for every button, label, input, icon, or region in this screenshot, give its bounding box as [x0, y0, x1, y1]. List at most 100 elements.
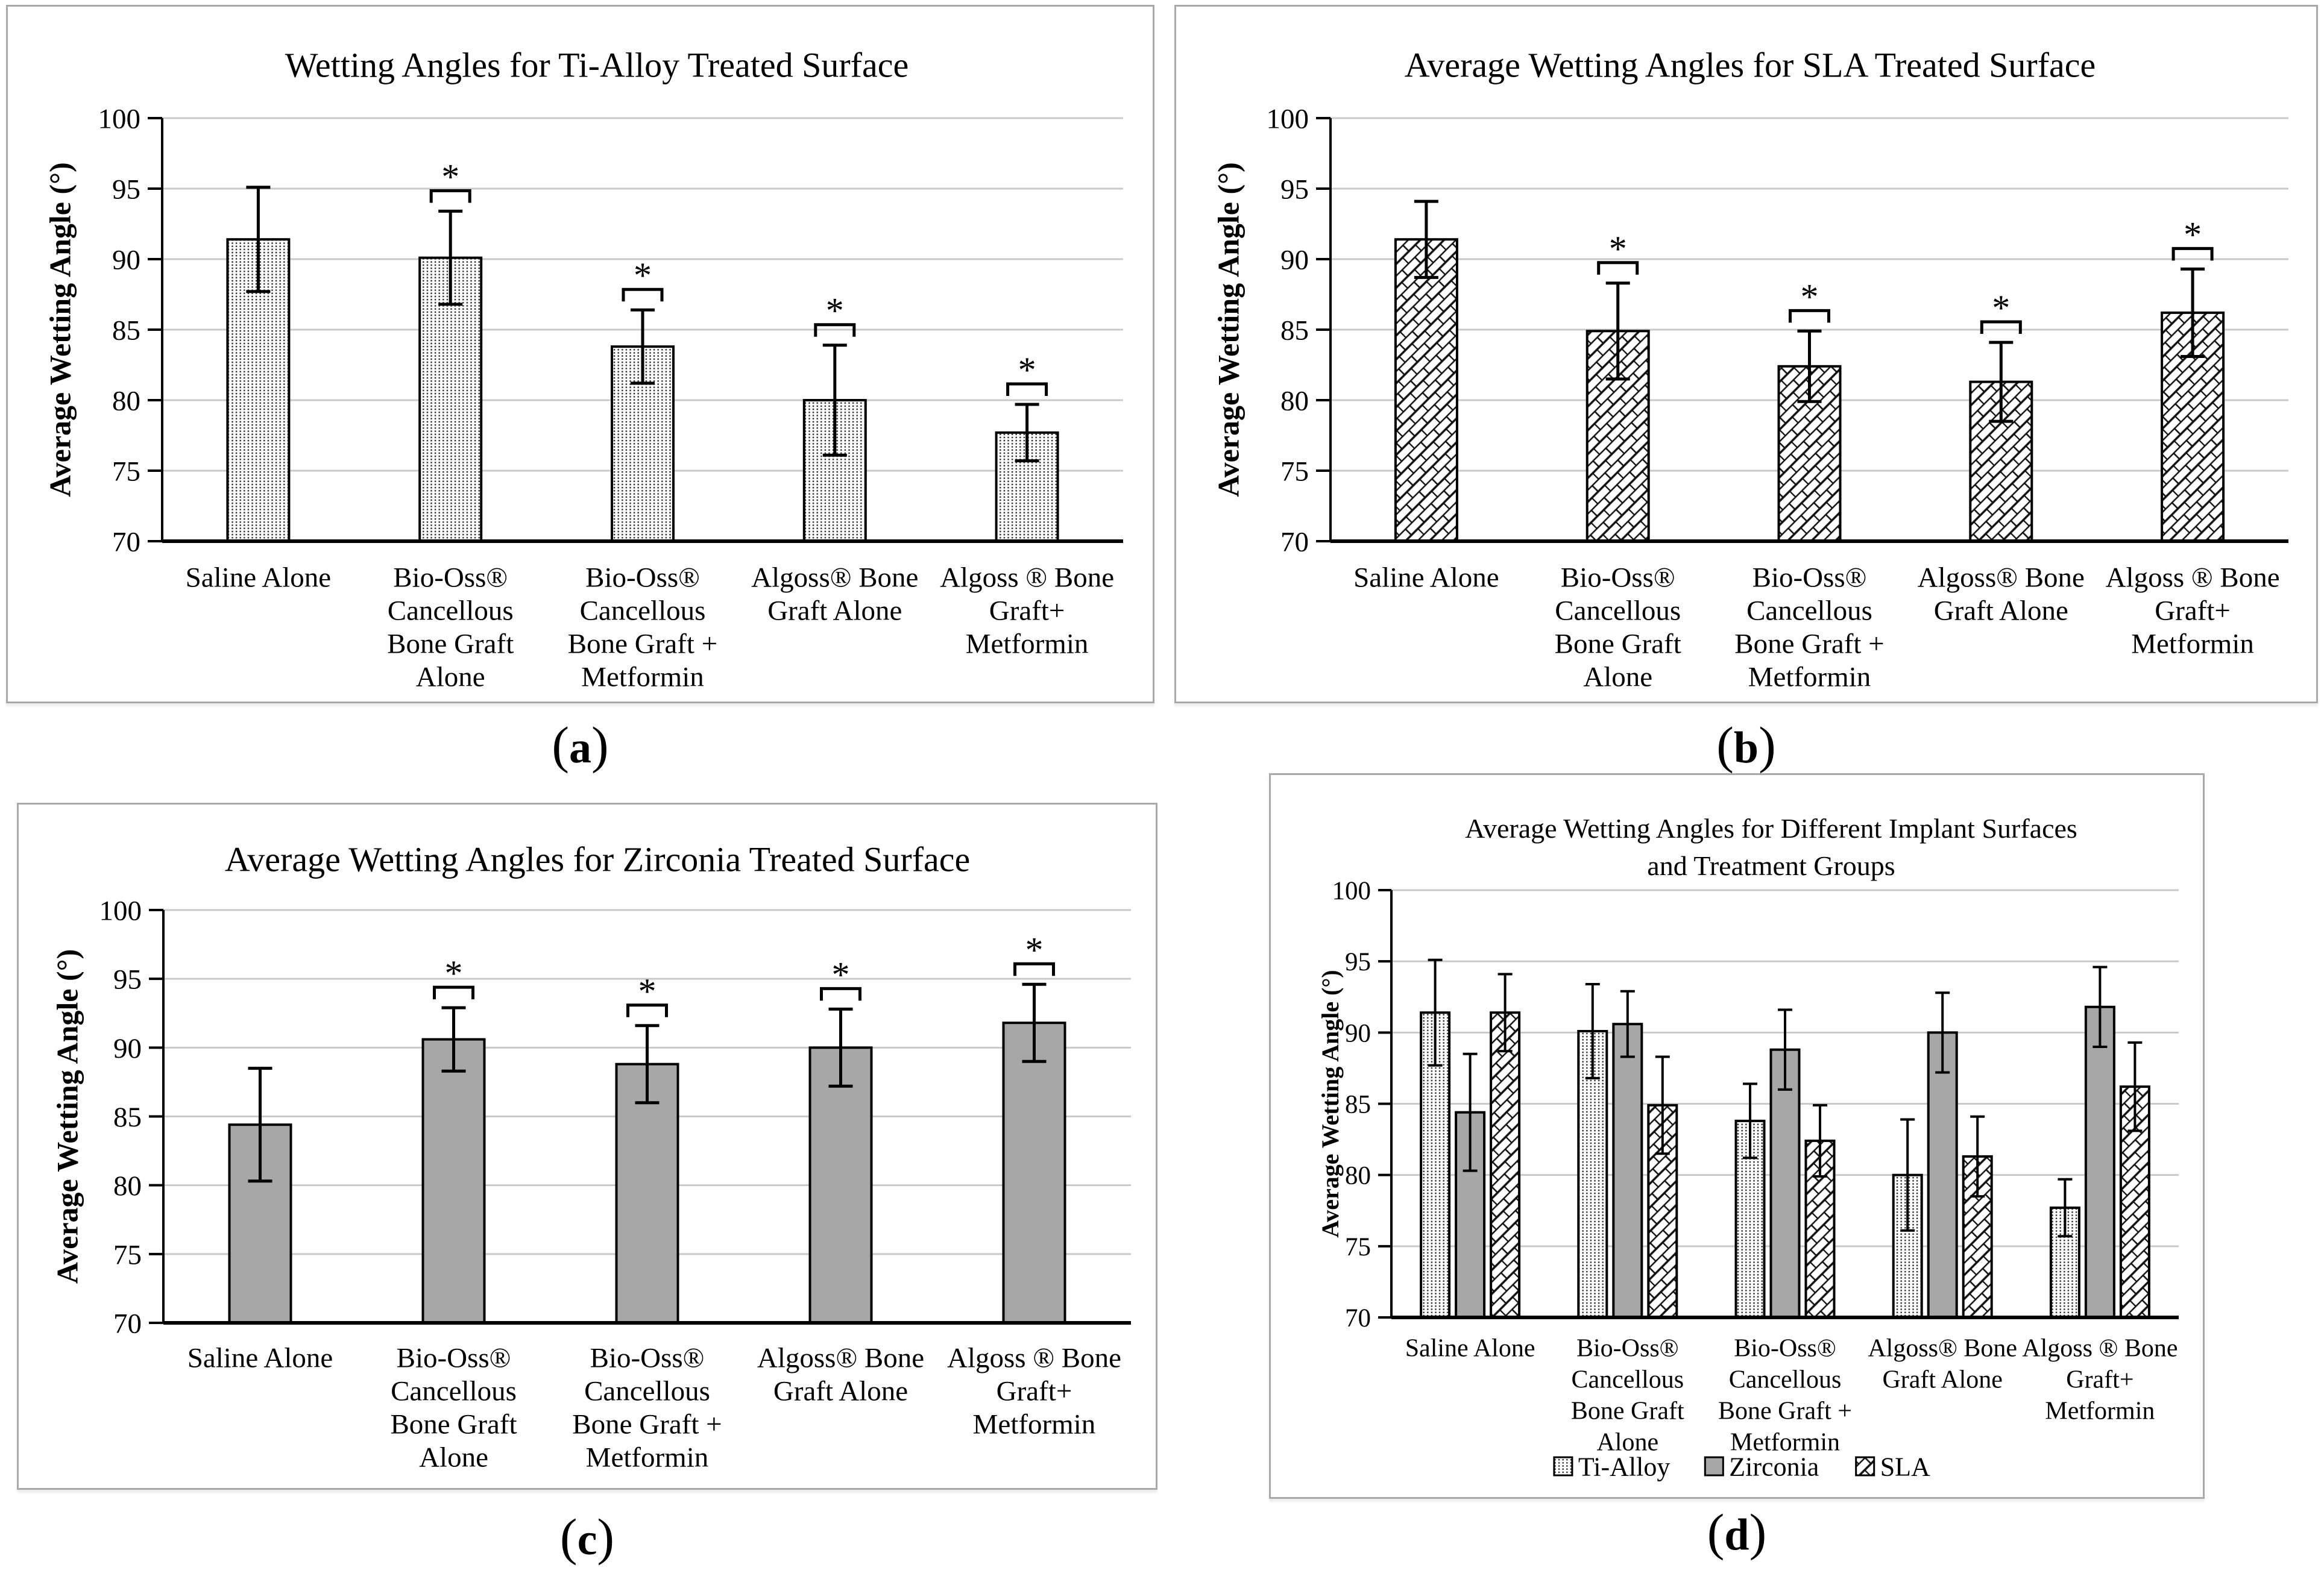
significance-marker-1: *: [429, 157, 471, 203]
svg-text:Metformin: Metformin: [1748, 661, 1871, 692]
svg-text:Graft Alone: Graft Alone: [767, 595, 902, 626]
svg-text:Alone: Alone: [1596, 1429, 1658, 1457]
svg-text:Alone: Alone: [1583, 661, 1652, 692]
y-tick-label-95: 95: [1345, 948, 1371, 976]
legend-label-SLA: SLA: [1880, 1452, 1930, 1481]
legend-item-SLA: SLA: [1855, 1452, 1930, 1481]
error-bar-Zirconia-3: [1935, 991, 1950, 1074]
svg-text:Bio-Oss®: Bio-Oss®: [1561, 562, 1675, 593]
caption-b: (b): [1174, 715, 2318, 775]
legend-swatch-Zirconia: [1704, 1456, 1724, 1477]
svg-text:*: *: [1992, 288, 2010, 328]
svg-text:*: *: [1801, 277, 1819, 316]
caption-a: (a): [6, 715, 1154, 775]
error-bar-Zirconia-2: [635, 1024, 660, 1105]
svg-text:Saline Alone: Saline Alone: [1353, 562, 1499, 593]
svg-text:Graft+: Graft+: [997, 1375, 1072, 1407]
panel-ti-alloy-chart: * * * * 70 75 80 85 90 95 100 Average Wetting Angle…: [6, 5, 1154, 703]
svg-text:*: *: [638, 971, 657, 1011]
svg-text:Cancellous: Cancellous: [391, 1375, 517, 1407]
y-tick-label-80: 80: [113, 1170, 142, 1202]
error-bar-SLA-4: [2127, 1041, 2143, 1132]
bar-SLA-0: [1394, 238, 1458, 542]
significance-marker-1: *: [433, 953, 474, 1000]
svg-text:Bone Graft +: Bone Graft +: [1734, 628, 1884, 659]
significance-marker-4: *: [2171, 215, 2214, 261]
y-axis-title: Average Wetting Angle (°): [1317, 970, 1344, 1237]
svg-text:*: *: [1025, 930, 1044, 970]
error-bar-Ti-Alloy-1: [438, 209, 463, 306]
caption-c-letter: c: [577, 1515, 597, 1565]
y-tick-label-100: 100: [1267, 103, 1309, 134]
panel-zirconia-chart: * * * * 70 75 80 85 90 95 100 Average Wetting Angle…: [17, 803, 1157, 1490]
error-bar-SLA-3: [1970, 1115, 1985, 1198]
significance-marker-2: *: [622, 256, 664, 302]
y-tick-label-70: 70: [112, 526, 140, 557]
significance-marker-2: *: [1789, 277, 1830, 323]
significance-marker-4: *: [1013, 930, 1055, 976]
bar-Zirconia-2: [615, 1063, 679, 1324]
error-bar-Ti-Alloy-4: [2058, 1178, 2073, 1238]
error-bar-Ti-Alloy-0: [246, 186, 271, 293]
y-tick-label-85: 85: [113, 1102, 142, 1133]
bar-Zirconia-3: [808, 1046, 873, 1324]
caption-d-close: ): [1749, 1503, 1767, 1561]
legend-label-Ti-Alloy: Ti-Alloy: [1578, 1452, 1670, 1481]
error-bar-Ti-Alloy-2: [631, 308, 655, 385]
svg-text:Cancellous: Cancellous: [1746, 595, 1872, 626]
svg-text:Bone Graft: Bone Graft: [1571, 1398, 1684, 1425]
svg-text:Bio-Oss®: Bio-Oss®: [1576, 1335, 1679, 1363]
ti-alloy-bar-chart: * * * * 70 75 80 85 90 95 100 Average Wetting Angle…: [43, 45, 1123, 692]
svg-text:*: *: [832, 955, 850, 994]
y-tick-label-95: 95: [1280, 174, 1309, 205]
svg-text:Metformin: Metformin: [973, 1408, 1096, 1440]
svg-text:Cancellous: Cancellous: [388, 595, 514, 626]
svg-text:*: *: [634, 256, 652, 295]
svg-text:*: *: [441, 157, 459, 196]
chart-title-line-1: and Treatment Groups: [1647, 850, 1895, 881]
error-bar-Zirconia-2: [1778, 1008, 1792, 1091]
error-bar-Zirconia-1: [1620, 990, 1635, 1058]
svg-text:Algoss ® Bone: Algoss ® Bone: [2106, 562, 2280, 593]
error-bar-Zirconia-1: [441, 1006, 466, 1073]
svg-text:Bio-Oss®: Bio-Oss®: [393, 562, 508, 593]
bar-Zirconia-4: [1002, 1022, 1066, 1324]
y-tick-label-75: 75: [112, 456, 140, 487]
svg-text:Algoss ® Bone: Algoss ® Bone: [947, 1342, 1121, 1373]
error-bar-Zirconia-3: [828, 1007, 853, 1088]
y-tick-label-100: 100: [98, 103, 141, 134]
caption-b-letter: b: [1733, 723, 1759, 773]
y-tick-label-100: 100: [1332, 877, 1371, 905]
error-bar-Zirconia-0: [1463, 1052, 1478, 1172]
y-tick-label-75: 75: [113, 1239, 142, 1270]
svg-text:Metformin: Metformin: [586, 1442, 709, 1473]
svg-text:Graft+: Graft+: [989, 595, 1065, 626]
error-bar-Ti-Alloy-3: [1900, 1118, 1915, 1232]
caption-b-open: (: [1716, 716, 1734, 774]
svg-text:Bio-Oss®: Bio-Oss®: [585, 562, 700, 593]
y-tick-label-85: 85: [1280, 315, 1309, 346]
error-bar-SLA-3: [1989, 341, 2014, 423]
svg-text:Bio-Oss®: Bio-Oss®: [1752, 562, 1867, 593]
caption-d-open: (: [1707, 1503, 1725, 1561]
svg-text:Algoss® Bone: Algoss® Bone: [1918, 562, 2085, 593]
bar-SLA-0: [1490, 1011, 1521, 1319]
caption-c-close: ): [597, 1508, 615, 1566]
y-axis-title: Average Wetting Angle (°): [43, 162, 77, 497]
svg-text:*: *: [2184, 215, 2202, 254]
error-bar-Zirconia-0: [248, 1067, 272, 1183]
svg-text:Algoss® Bone: Algoss® Bone: [757, 1342, 924, 1373]
error-bar-Ti-Alloy-0: [1428, 958, 1443, 1067]
y-tick-label-80: 80: [1345, 1162, 1371, 1190]
